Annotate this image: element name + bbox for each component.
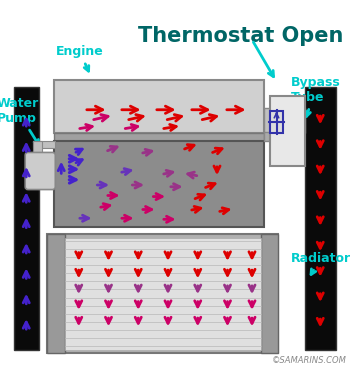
- Text: Engine: Engine: [56, 45, 104, 71]
- Text: Bypass
Tube: Bypass Tube: [290, 76, 340, 116]
- Text: Water
Pump: Water Pump: [0, 97, 39, 145]
- Bar: [14, 87, 38, 349]
- Text: ©SAMARINS.COM: ©SAMARINS.COM: [272, 356, 346, 365]
- Bar: [270, 96, 304, 166]
- Bar: [65, 237, 261, 349]
- Bar: [33, 141, 42, 162]
- Bar: [47, 234, 278, 353]
- FancyBboxPatch shape: [25, 152, 55, 190]
- Text: Radiator: Radiator: [290, 252, 350, 275]
- Bar: [304, 87, 336, 349]
- Bar: [54, 80, 264, 132]
- Bar: [54, 132, 264, 141]
- Bar: [264, 132, 287, 141]
- Bar: [270, 111, 283, 132]
- Bar: [33, 141, 55, 148]
- Bar: [54, 141, 264, 227]
- Bar: [264, 108, 304, 132]
- Text: Thermostat Open: Thermostat Open: [138, 26, 343, 46]
- Bar: [261, 234, 278, 353]
- Bar: [47, 234, 65, 353]
